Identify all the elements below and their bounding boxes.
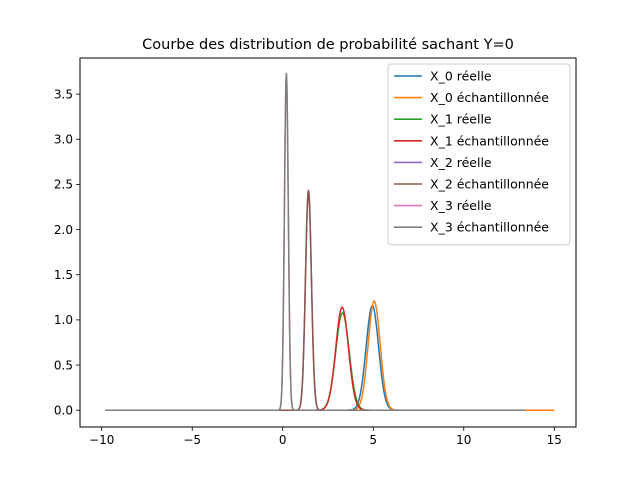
y-tick-label: 1.5 [54, 268, 73, 282]
x-tick-label: 10 [456, 433, 471, 447]
series-line-7 [105, 72, 526, 411]
x-tick-label: −10 [89, 433, 114, 447]
legend-box [387, 63, 571, 246]
axes-frame [79, 57, 577, 428]
y-tick-label: 1.0 [54, 313, 73, 327]
y-tick-label: 0.0 [54, 404, 73, 418]
chart-title: Courbe des distribution de probabilité s… [142, 37, 514, 53]
legend-label-4: X_2 réelle [430, 155, 492, 170]
legend-label-5: X_2 échantillonnée [430, 177, 549, 192]
x-tick-label: 5 [369, 433, 377, 447]
y-tick-label: 3.5 [54, 87, 73, 101]
y-tick-label: 2.0 [54, 223, 73, 237]
axis-ticks: −10 −5 0 5 10 15 0.0 0.5 1.0 1.5 2.0 2.5 3.0 3.5 [54, 87, 562, 447]
x-tick-label: 15 [547, 433, 562, 447]
legend-label-3: X_1 échantillonnée [430, 133, 549, 148]
legend-label-0: X_0 réelle [430, 69, 492, 84]
y-tick-label: 0.5 [54, 358, 73, 372]
legend-label-2: X_1 réelle [430, 112, 492, 127]
legend-label-6: X_3 réelle [430, 198, 492, 213]
legend-label-7: X_3 échantillonnée [430, 220, 549, 235]
series-line-0 [126, 305, 526, 411]
x-tick-label: −5 [183, 433, 201, 447]
y-tick-label: 3.0 [54, 133, 73, 147]
x-tick-label: 0 [279, 433, 287, 447]
y-tick-label: 2.5 [54, 178, 73, 192]
series-line-2 [126, 312, 526, 411]
legend: X_0 réelle X_0 échantillonnée X_1 réelle X_… [387, 63, 571, 246]
legend-label-1: X_0 échantillonnée [430, 90, 549, 105]
plot-area [105, 72, 555, 411]
